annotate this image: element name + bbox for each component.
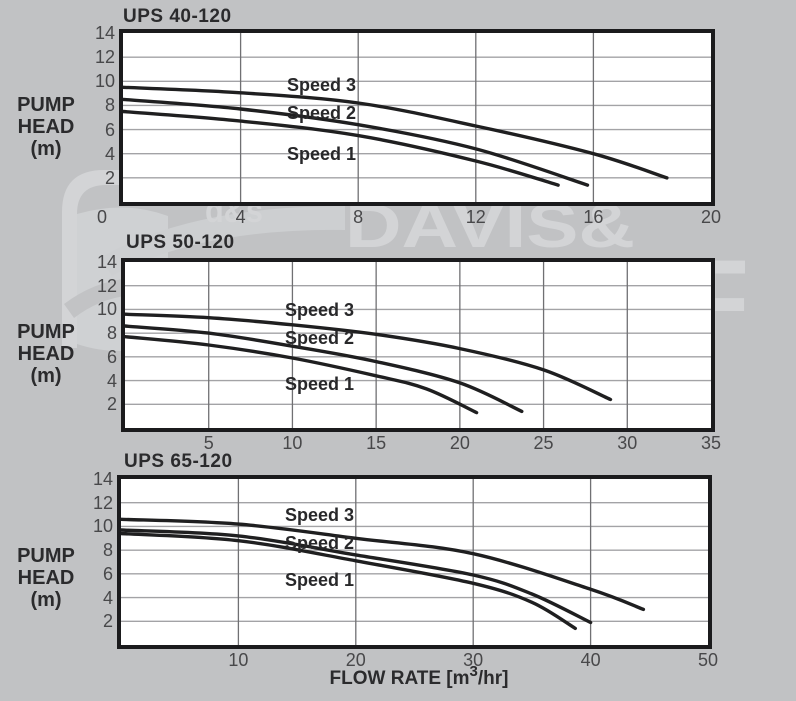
- y-tick-label: 4: [102, 587, 113, 608]
- curve-speed-2: [121, 97, 590, 187]
- x-tick-label: 25: [533, 433, 554, 453]
- series-label-speed-1: Speed 1: [285, 570, 355, 590]
- y-tick-label: 8: [102, 540, 113, 561]
- y-tick-label: 10: [92, 516, 113, 537]
- x-tick-label: 16: [583, 207, 604, 227]
- y-axis-label-chart3: PUMP HEAD (m): [0, 545, 92, 611]
- ylabel-line: (m): [30, 589, 62, 611]
- chart-panel-ups-50-120: [121, 258, 715, 432]
- x-tick-label: 10: [228, 650, 249, 670]
- ylabel-line: (m): [30, 365, 62, 387]
- xlabel-pre: FLOW RATE [m: [329, 668, 470, 689]
- chart-title-ups-50-120: UPS 50-120: [126, 232, 235, 253]
- y-tick-label: 4: [104, 143, 115, 164]
- plot-border: [121, 258, 715, 432]
- y-axis-label-chart1: PUMP HEAD (m): [0, 94, 92, 160]
- x-tick-label: 40: [580, 650, 601, 670]
- ylabel-line: PUMP: [17, 321, 75, 343]
- chart-panel-ups-65-120: [117, 475, 712, 649]
- series-label-speed-2: Speed 2: [287, 103, 357, 123]
- x-tick-label: 20: [345, 650, 366, 670]
- chart-title-ups-65-120: UPS 65-120: [124, 451, 233, 472]
- curve-speed-2: [119, 528, 593, 625]
- chart-panel-ups-40-120: [119, 29, 715, 206]
- curve-speed-1: [119, 531, 577, 631]
- y-tick-label: 14: [92, 469, 113, 489]
- y-tick-label: 4: [106, 370, 117, 391]
- plot-border: [119, 29, 715, 206]
- series-label-speed-3: Speed 3: [285, 300, 355, 320]
- ylabel-line: HEAD: [17, 116, 75, 138]
- x-tick-label: 50: [697, 650, 719, 670]
- curve-speed-3: [123, 312, 613, 402]
- x-tick-label: 30: [617, 433, 638, 453]
- x-tick-label: 8: [353, 207, 364, 227]
- plot-area: [121, 479, 708, 645]
- xlabel-superscript: 3: [469, 663, 478, 680]
- series-label-speed-2: Speed 2: [285, 533, 355, 553]
- series-label-speed-1: Speed 1: [285, 374, 355, 394]
- curve-speed-2: [123, 324, 524, 414]
- x-tick-label: 35: [700, 433, 722, 453]
- curve-speed-1: [121, 109, 560, 187]
- curve-speed-3: [119, 517, 646, 612]
- series-label-speed-3: Speed 3: [287, 75, 357, 95]
- x-tick-label: 12: [465, 207, 486, 227]
- y-tick-label: 6: [106, 346, 117, 367]
- y-tick-label: 8: [106, 323, 117, 344]
- plot-area: [123, 33, 711, 202]
- y-tick-label: 2: [104, 167, 115, 188]
- ylabel-line: HEAD: [17, 567, 75, 589]
- curve-speed-1: [123, 335, 479, 415]
- curve-speed-3: [121, 85, 669, 180]
- x-tick-label: 4: [235, 207, 246, 227]
- x-tick-label: 5: [203, 433, 214, 453]
- ylabel-line: (m): [30, 138, 62, 160]
- y-tick-label: 14: [94, 23, 115, 43]
- x-tick-label: 15: [366, 433, 387, 453]
- x-tick-label: 20: [700, 207, 722, 227]
- y-tick-label: 6: [102, 563, 113, 584]
- y-tick-label: 6: [104, 119, 115, 140]
- y-tick-label: 14: [96, 252, 117, 272]
- x-tick-label: 10: [282, 433, 303, 453]
- y-axis-label-chart2: PUMP HEAD (m): [0, 321, 92, 387]
- ylabel-line: PUMP: [17, 545, 75, 567]
- y-tick-label: 10: [96, 299, 117, 320]
- watermark-logo-band: [62, 170, 152, 348]
- y-tick-label: 12: [94, 47, 115, 68]
- plot-border: [117, 475, 712, 649]
- y-tick-label: 12: [92, 492, 113, 513]
- ylabel-line: HEAD: [17, 343, 75, 365]
- xlabel-post: /hr]: [477, 668, 509, 689]
- series-label-speed-3: Speed 3: [285, 505, 355, 525]
- y-tick-label: 12: [96, 275, 117, 296]
- ylabel-line: PUMP: [17, 94, 75, 116]
- series-label-speed-1: Speed 1: [287, 144, 357, 164]
- y-tick-label: 2: [106, 394, 117, 415]
- plot-area: [125, 262, 711, 428]
- y-tick-label: 10: [94, 71, 115, 92]
- x-axis-label: FLOW RATE [m3/hr]: [254, 663, 584, 690]
- watermark-logo-crest: [100, 206, 345, 276]
- x-tick-label: 30: [463, 650, 484, 670]
- x-tick-label: 0: [96, 207, 108, 227]
- chart-title-ups-40-120: UPS 40-120: [123, 6, 232, 27]
- series-label-speed-2: Speed 2: [285, 328, 355, 348]
- y-tick-label: 2: [102, 611, 113, 632]
- y-tick-label: 8: [104, 95, 115, 116]
- x-tick-label: 20: [449, 433, 470, 453]
